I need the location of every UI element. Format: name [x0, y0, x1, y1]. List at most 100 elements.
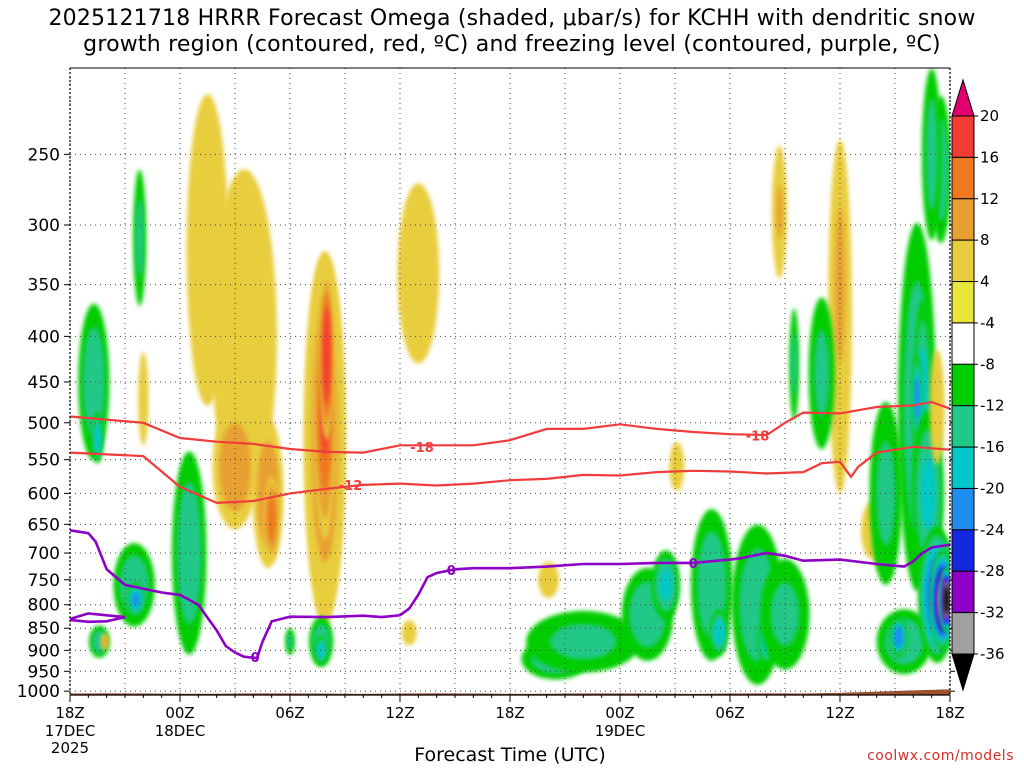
omega-blob [713, 619, 725, 647]
colorbar-box [951, 281, 975, 324]
omega-blob [894, 627, 903, 648]
chart-title-line1: 2025121718 HRRR Forecast Omega (shaded, … [48, 6, 976, 31]
x-tick-label: 00Z [165, 704, 194, 722]
y-tick-label: 300 [28, 216, 60, 236]
colorbar-tick-label: 4 [980, 273, 990, 291]
colorbar-box [951, 322, 975, 365]
omega-blob [94, 423, 101, 453]
axes: 2503003504004505005506006507007508008509… [17, 67, 965, 757]
y-tick-label: 550 [28, 451, 60, 471]
colorbar-tick-label: -12 [980, 397, 1005, 415]
colorbar-tick-label: 8 [980, 231, 990, 249]
freezing-level-contour [70, 529, 950, 660]
colorbar-box [951, 405, 975, 448]
colorbar-box [951, 115, 975, 158]
colorbar-box [951, 487, 975, 531]
omega-blob [929, 349, 945, 465]
y-tick-label: 450 [28, 373, 60, 393]
y-tick-label: 850 [28, 619, 60, 639]
omega-shading [78, 68, 950, 685]
y-tick-label: 700 [28, 544, 60, 564]
x-tick-label: 00Z [605, 704, 634, 722]
contour-lines [70, 400, 950, 660]
y-tick-label: 750 [28, 571, 60, 591]
omega-blob [776, 184, 783, 239]
ground-terrain [69, 689, 951, 696]
credit-link[interactable]: coolwx.com/models [867, 748, 1014, 764]
omega-blob [132, 593, 140, 607]
chart-title-line2: growth region (contoured, red, ºC) and f… [83, 32, 941, 57]
y-tick-label: 500 [28, 414, 60, 434]
x-tick-label: 18Z [495, 704, 524, 722]
contour-label: 0 [251, 651, 260, 666]
colorbar-tick-label: 12 [980, 190, 999, 208]
omega-blob [770, 582, 800, 647]
x-tick-label: 06Z [715, 704, 744, 722]
omega-blob [267, 494, 276, 543]
omega-blob [814, 329, 830, 417]
freezing-level-loop [70, 612, 126, 624]
x-tick-sublabel: 2025 [51, 739, 89, 757]
colorbar-tick-label: 20 [980, 107, 999, 125]
omega-blob [920, 456, 936, 531]
colorbar-tick-label: 16 [980, 148, 999, 166]
omega-blob [538, 561, 559, 599]
colorbar-tick-label: -8 [980, 355, 995, 373]
contour-label: -18 [410, 441, 434, 456]
x-tick-label: 12Z [385, 704, 414, 722]
colorbar-tick-label: -16 [980, 438, 1005, 456]
x-axis-label: Forecast Time (UTC) [414, 744, 606, 766]
colorbar-tick-label: -28 [980, 562, 1005, 580]
dendritic-contour--12 [70, 445, 950, 505]
omega-blob [550, 623, 617, 660]
colorbar-box [951, 570, 975, 614]
omega-blob [914, 376, 920, 421]
omega-blob [943, 584, 950, 616]
contour-label: -12 [339, 479, 363, 494]
x-tick-label: 18Z [935, 704, 964, 722]
grid-lines [69, 68, 951, 695]
colorbar-tick-label: -24 [980, 521, 1005, 539]
colorbar-tick-label: -36 [980, 645, 1005, 663]
y-tick-label: 250 [28, 145, 60, 165]
colorbar: 20 16 12 8 4 -4 -8 -12 -16 -20 -24 -28 -32 -36 [951, 78, 1005, 692]
y-tick-label: 600 [28, 484, 60, 504]
x-tick-sublabel: 17DEC [45, 722, 96, 740]
colorbar-bottom-triangle [951, 653, 975, 692]
colorbar-box [951, 198, 975, 241]
y-tick-label: 400 [28, 327, 60, 347]
y-tick-label: 950 [28, 662, 60, 682]
dendritic-contour--18 [70, 400, 950, 454]
chart-title: 2025121718 HRRR Forecast Omega (shaded, … [0, 6, 1024, 58]
y-tick-label: 900 [28, 641, 60, 661]
omega-blob [102, 636, 108, 647]
x-tick-sublabel: 19DEC [595, 722, 646, 740]
colorbar-top-triangle [951, 78, 975, 117]
x-tick-label: 18Z [55, 704, 84, 722]
colorbar-box [951, 239, 975, 283]
contour-label: -18 [746, 430, 770, 445]
colorbar-box [951, 156, 975, 200]
y-tick-label: 800 [28, 596, 60, 616]
x-tick-label: 06Z [275, 704, 304, 722]
contour-label: 0 [689, 557, 698, 572]
colorbar-tick-label: -4 [980, 314, 995, 332]
omega-blob [397, 183, 440, 364]
x-tick-sublabel: 18DEC [155, 722, 206, 740]
colorbar-tick-label: -20 [980, 479, 1005, 497]
y-tick-label: 1000 [17, 682, 60, 702]
omega-blob [138, 351, 149, 446]
omega-blob [401, 620, 417, 646]
omega-blob [176, 482, 202, 625]
omega-blob [82, 326, 105, 437]
y-tick-label: 650 [28, 515, 60, 535]
omega-blob [322, 306, 331, 404]
omega-blob [219, 422, 251, 511]
colorbar-box [951, 446, 975, 489]
contour-labels: -12 -18 -18 0 0 0 [251, 430, 770, 666]
y-tick-label: 350 [28, 276, 60, 296]
colorbar-box [951, 529, 975, 572]
omega-blob [669, 442, 685, 492]
colorbar-box [951, 612, 975, 655]
